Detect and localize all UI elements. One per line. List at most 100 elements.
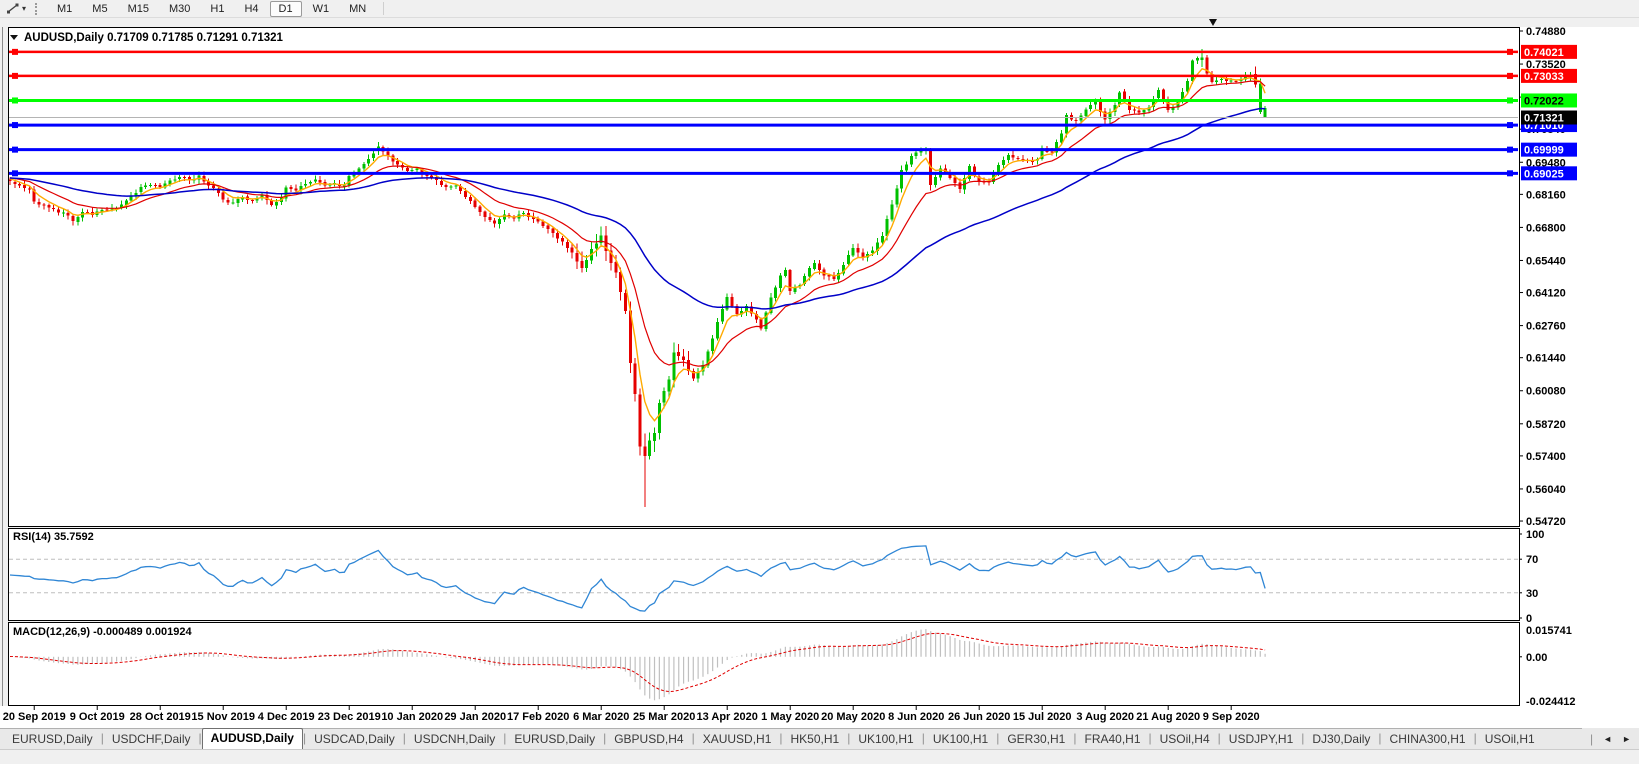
tab-separator: | [1473,731,1477,745]
svg-text:0.66800: 0.66800 [1526,222,1566,234]
rsi-line [9,545,1266,612]
macd-pane[interactable] [8,622,1520,706]
timeframe-button-m1[interactable]: M1 [57,2,73,15]
timeframe-button-h4[interactable]: H4 [244,2,259,15]
time-axis-bg[interactable] [0,706,1639,728]
price-tags: 0.740210.730330.720220.710100.699990.690… [1521,44,1577,181]
tab-separator: | [847,731,851,745]
svg-text:0.68160: 0.68160 [1526,189,1566,201]
price-axis[interactable]: 0.748800.735200.721600.708400.694800.681… [1519,27,1576,708]
chart-collapse-caret-icon[interactable] [10,35,18,40]
svg-text:15 Jul 2020: 15 Jul 2020 [1013,711,1072,723]
timeframe-button-m30[interactable]: M30 [168,2,191,15]
chart-tab[interactable]: USDJPY,H1 [1228,732,1294,746]
chart-tab[interactable]: XAUUSD,H1 [702,732,772,746]
tab-separator: | [1301,731,1305,745]
svg-text:26 Jun 2020: 26 Jun 2020 [948,711,1010,723]
svg-text:0.65440: 0.65440 [1526,255,1566,267]
svg-text:9 Oct 2019: 9 Oct 2019 [70,711,125,723]
svg-text:23 Dec 2019: 23 Dec 2019 [318,711,381,723]
svg-text:0.56040: 0.56040 [1526,484,1566,496]
svg-text:0.015741: 0.015741 [1526,625,1572,637]
timeframe-button-mn[interactable]: MN [349,2,367,15]
status-bar [0,749,1639,764]
chart-tab[interactable]: DJ30,Daily [1312,732,1371,746]
svg-text:6 Mar 2020: 6 Mar 2020 [573,711,629,723]
chart-tab[interactable]: USDCAD,Daily [314,732,395,746]
svg-text:-0.024412: -0.024412 [1526,696,1576,708]
chart-tab[interactable]: GBPUSD,H4 [614,732,684,746]
svg-text:0.74880: 0.74880 [1526,27,1566,38]
chart-tab[interactable]: CHINA300,H1 [1389,732,1466,746]
chart-tab[interactable]: HK50,H1 [790,732,840,746]
svg-text:0.73520: 0.73520 [1526,59,1566,71]
tab-separator: | [996,731,1000,745]
toolbar-area: ▾ M1 M5 M15 M30 H1 H4 D1 W1 MN [0,0,1639,27]
svg-text:20 May 2020: 20 May 2020 [821,711,885,723]
toolbar: ▾ M1 M5 M15 M30 H1 H4 D1 W1 MN [0,0,1639,18]
svg-text:100: 100 [1526,529,1544,541]
svg-text:1 May 2020: 1 May 2020 [761,711,819,723]
svg-text:0.60080: 0.60080 [1526,386,1566,398]
svg-text:8 Jun 2020: 8 Jun 2020 [888,711,944,723]
svg-text:0.00: 0.00 [1526,652,1547,664]
macd-label: MACD(12,26,9) -0.000489 0.001924 [13,626,192,638]
macd-signal-line [9,632,1266,693]
svg-text:0.69480: 0.69480 [1526,157,1566,169]
ma-line-50 [9,107,1266,310]
chart-shift-marker[interactable] [1209,19,1217,26]
svg-text:9 Sep 2020: 9 Sep 2020 [1203,711,1260,723]
svg-text:28 Oct 2019: 28 Oct 2019 [130,711,191,723]
timeframe-button-w1[interactable]: W1 [312,2,330,15]
svg-text:0.61440: 0.61440 [1526,353,1566,365]
tab-separator: | [603,731,607,745]
chart-tab[interactable]: GER30,H1 [1007,732,1066,746]
horizontal-line-objects[interactable] [9,48,1518,177]
svg-text:0.73033: 0.73033 [1524,71,1564,83]
toolbar-grip[interactable] [35,2,41,15]
tab-separator: | [1378,731,1382,745]
chart-tab[interactable]: USDCHF,Daily [111,732,191,746]
candlestick-series [9,49,1267,507]
chart-tab[interactable]: USOil,H4 [1159,732,1210,746]
time-axis[interactable]: 20 Sep 2019 9 Oct 2019 28 Oct 2019 15 Nov 2… [3,706,1260,723]
svg-text:13 Apr 2020: 13 Apr 2020 [697,711,758,723]
chart-tab[interactable]: USDCNH,Daily [413,732,496,746]
line-tool-button[interactable]: ▾ [3,1,29,16]
timeframe-button-h1[interactable]: H1 [210,2,225,15]
price-axis-bg[interactable] [1519,27,1639,706]
tab-separator: | [402,731,406,745]
svg-text:0.72022: 0.72022 [1524,95,1564,107]
svg-text:10 Jan 2020: 10 Jan 2020 [381,711,443,723]
svg-text:0.62760: 0.62760 [1526,321,1566,333]
svg-text:70: 70 [1526,554,1538,566]
chart-tab[interactable]: AUDUSD,Daily [201,728,303,749]
chart-tab[interactable]: EURUSD,Daily [514,732,596,746]
timeframe-button-m15[interactable]: M15 [127,2,149,15]
rsi-indicator [9,545,1518,612]
macd-indicator [9,629,1266,701]
tab-separator: | [779,731,783,745]
rsi-label: RSI(14) 35.7592 [13,531,94,543]
svg-text:4 Dec 2019: 4 Dec 2019 [258,711,315,723]
timeframe-button-d1[interactable]: D1 [269,0,302,17]
chart-tab[interactable]: EURUSD,Daily [12,732,93,746]
svg-text:0.74021: 0.74021 [1524,47,1564,59]
tab-scroll-right-button[interactable]: ► [1622,733,1631,744]
tab-separator: | [1217,731,1221,745]
chart-tab[interactable]: USOil,H1 [1484,732,1535,746]
main-pane[interactable] [8,27,1520,527]
timeframe-button-m5[interactable]: M5 [92,2,108,15]
svg-text:17 Feb 2020: 17 Feb 2020 [507,711,569,723]
chart-title: AUDUSD,Daily 0.71709 0.71785 0.71291 0.7… [24,32,284,44]
chart-tab[interactable]: UK100,H1 [932,732,989,746]
svg-text:0.58720: 0.58720 [1526,419,1566,431]
chart-area[interactable]: 0.748800.735200.721600.708400.694800.681… [0,27,1639,728]
tab-scroll-left-button[interactable]: ◄ [1603,733,1613,744]
tab-separator: | [1148,731,1152,745]
dropdown-caret-icon: ▾ [22,4,27,13]
chart-tabs-bar: EURUSD,Daily | USDCHF,Daily | AUDUSD,Daily | U… [0,728,1639,749]
chart-tab[interactable]: UK100,H1 [858,732,914,746]
chart-tab[interactable]: FRA40,H1 [1084,732,1141,746]
